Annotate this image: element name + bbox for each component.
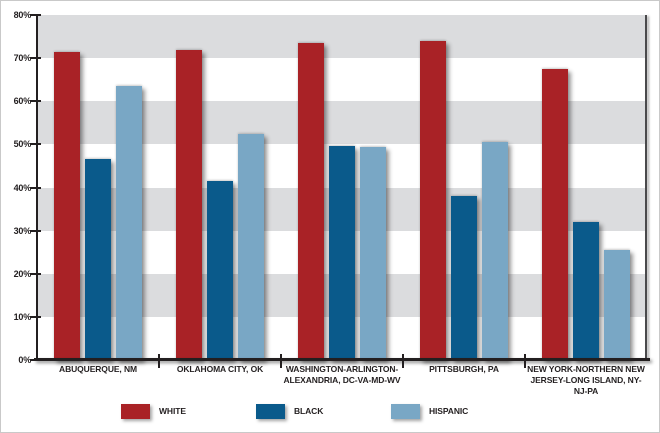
y-tick-label: 20% [13, 268, 32, 279]
y-tick-mark [30, 315, 41, 318]
bar-group [403, 15, 525, 360]
x-tick-mark [158, 354, 160, 368]
legend: WHITE BLACK HISPANIC [1, 404, 659, 422]
bar-hispanic-group4 [482, 142, 508, 360]
y-tick-label: 40% [13, 182, 32, 193]
y-tick-label: 70% [13, 53, 32, 64]
bar-hispanic-group3 [360, 147, 386, 360]
y-axis-line [36, 15, 38, 361]
bar-group [281, 15, 403, 360]
y-tick-mark [30, 186, 41, 189]
y-tick-label: 50% [13, 139, 32, 150]
category-label: WASHINGTON-ARLINGTON- ALEXANDRIA, DC-VA-… [283, 364, 401, 385]
y-tick-mark [30, 143, 41, 146]
x-tick-mark [280, 354, 282, 368]
legend-label: BLACK [294, 406, 324, 416]
plot-right-border [645, 15, 647, 359]
x-tick-mark [402, 354, 404, 368]
bar-group [525, 15, 647, 360]
y-tick-mark [30, 229, 41, 232]
legend-label: WHITE [159, 406, 186, 416]
legend-item-white: WHITE [121, 404, 186, 419]
legend-swatch-black [256, 404, 285, 419]
legend-swatch-hispanic [391, 404, 420, 419]
bar-hispanic-group1 [116, 86, 142, 360]
y-tick-label: 10% [13, 311, 32, 322]
plot-area [37, 15, 647, 360]
category-label: OKLAHOMA CITY, OK [176, 364, 264, 374]
bar-hispanic-group5 [604, 250, 630, 360]
legend-label: HISPANIC [429, 406, 469, 416]
grid-band [37, 15, 646, 59]
y-tick-mark [30, 14, 41, 16]
bar-white-group1 [54, 51, 80, 360]
y-tick-label: 30% [13, 225, 32, 236]
category-labels: ABUQUERQUE, NM OKLAHOMA CITY, OK WASHINGTO… [37, 364, 647, 396]
legend-swatch-white [121, 404, 150, 419]
y-tick-label: 60% [13, 96, 32, 107]
bar-white-group3 [298, 43, 324, 360]
bar-black-group3 [329, 145, 355, 360]
bar-group [159, 15, 281, 360]
category-label: NEW YORK-NORTHERN NEW JERSEY-LONG ISLAND… [527, 364, 645, 396]
y-tick-mark [30, 100, 41, 103]
bar-black-group5 [573, 222, 599, 360]
x-axis-line [34, 358, 650, 361]
bar-hispanic-group2 [238, 133, 264, 360]
bar-black-group2 [207, 181, 233, 360]
y-tick-mark [30, 57, 41, 60]
legend-item-hispanic: HISPANIC [391, 404, 468, 419]
y-tick-label: 0% [18, 355, 31, 365]
bar-black-group1 [85, 159, 111, 360]
x-tick-mark [524, 354, 526, 368]
bar-white-group5 [542, 68, 568, 360]
bar-white-group4 [420, 40, 446, 360]
bar-group [37, 15, 159, 360]
bar-black-group4 [451, 196, 477, 360]
bar-white-group2 [176, 49, 202, 360]
category-label: PITTSBURGH, PA [429, 364, 499, 374]
y-tick-mark [30, 272, 41, 275]
category-label: ABUQUERQUE, NM [59, 364, 137, 374]
y-tick-label: 80% [13, 10, 32, 20]
legend-item-black: BLACK [256, 404, 323, 419]
